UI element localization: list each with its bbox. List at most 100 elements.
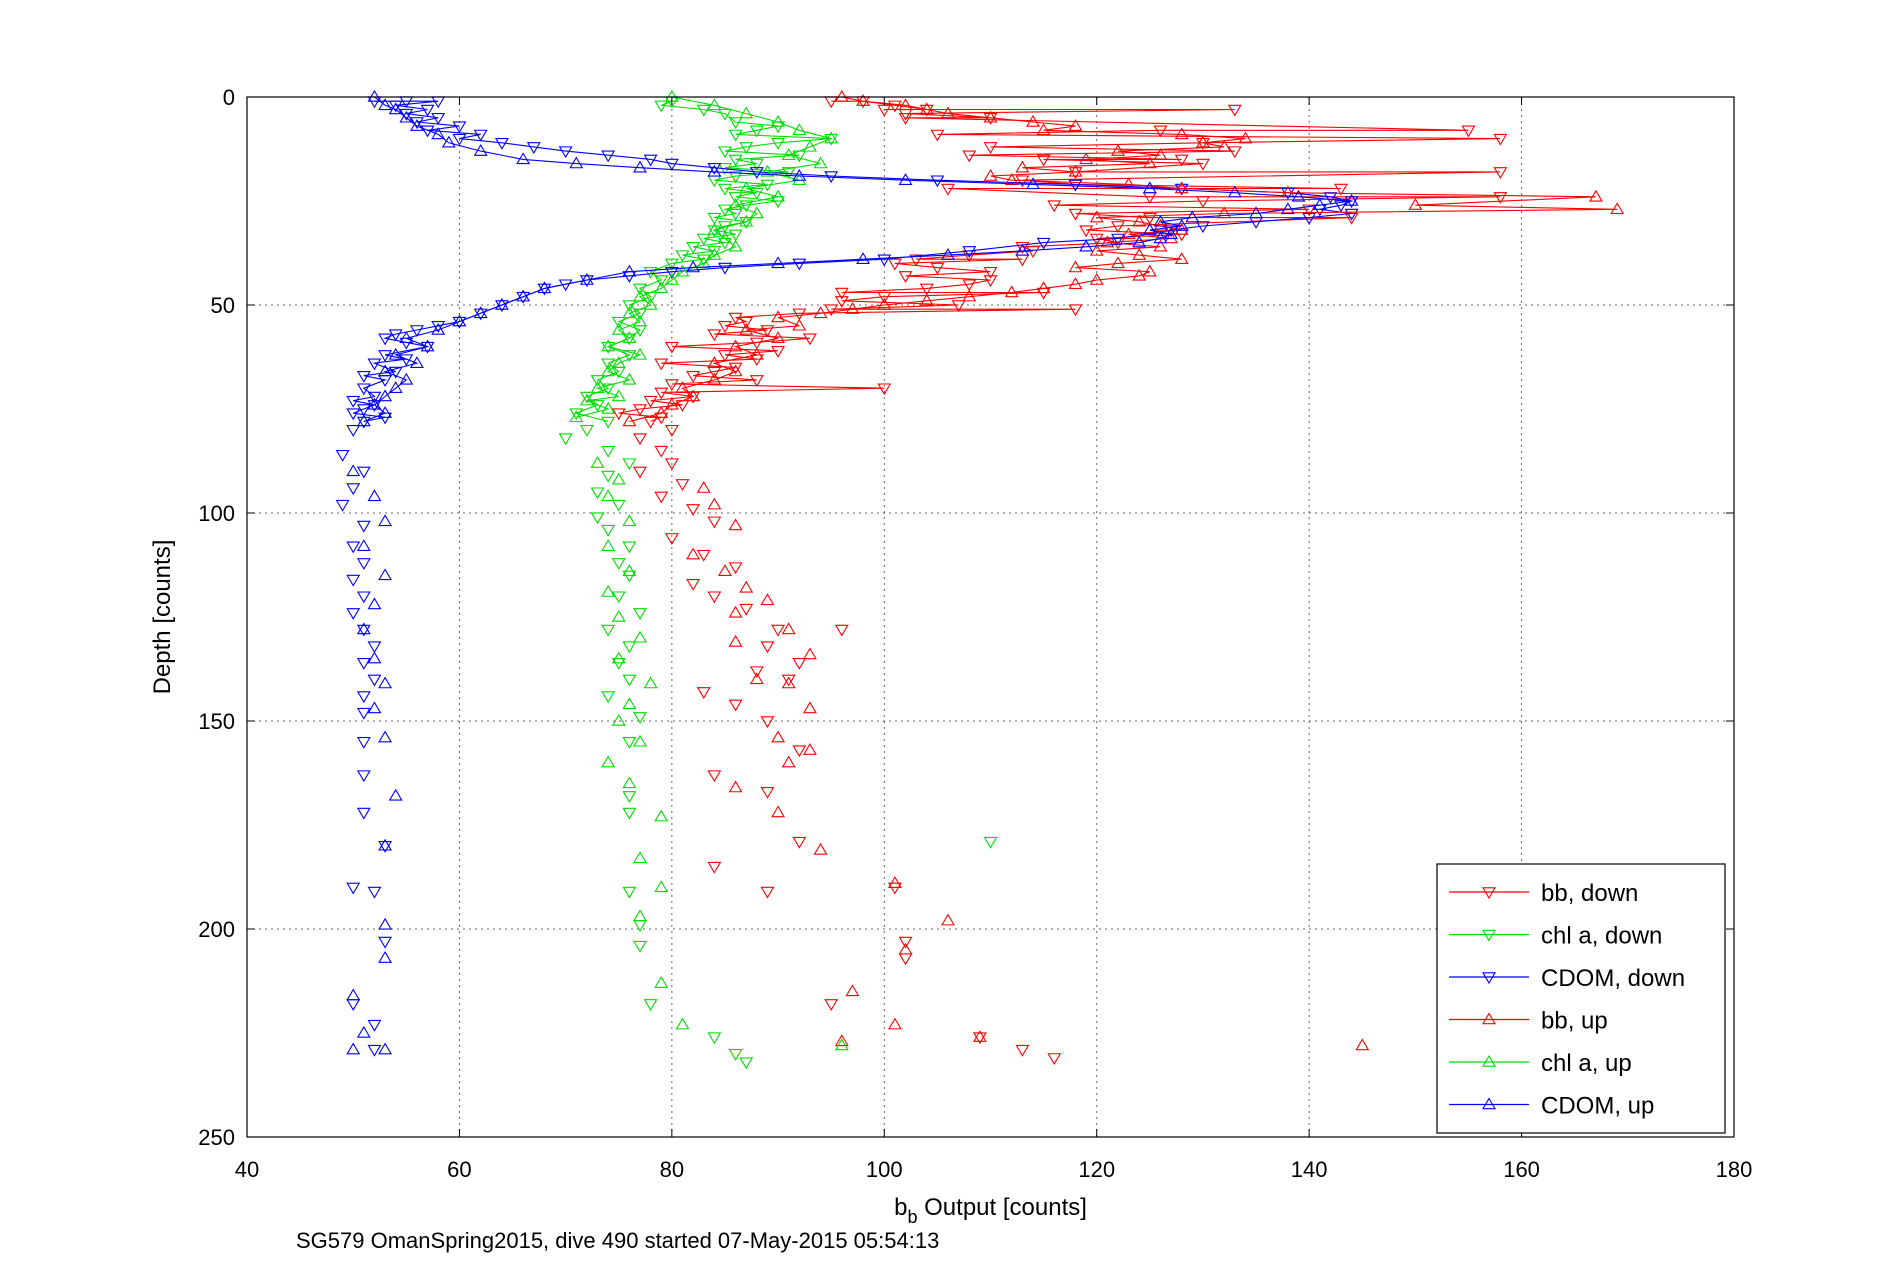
data-point bbox=[601, 524, 616, 537]
data-point bbox=[728, 154, 743, 167]
data-point bbox=[696, 254, 711, 267]
data-point bbox=[367, 597, 382, 610]
data-point bbox=[930, 129, 945, 142]
data-point bbox=[1036, 154, 1051, 167]
data-point bbox=[378, 917, 393, 930]
data-point bbox=[707, 212, 722, 225]
data-point bbox=[781, 755, 796, 768]
data-point bbox=[1132, 235, 1147, 248]
data-point bbox=[728, 192, 743, 204]
data-point bbox=[983, 836, 998, 849]
data-point bbox=[409, 325, 424, 338]
data-point bbox=[654, 445, 669, 458]
data-point bbox=[346, 425, 361, 437]
data-point bbox=[1344, 208, 1359, 221]
data-point bbox=[739, 181, 754, 194]
data-point bbox=[728, 339, 743, 352]
series-4 bbox=[569, 89, 849, 1051]
data-point bbox=[1355, 1038, 1370, 1051]
data-point bbox=[792, 168, 807, 181]
data-point bbox=[792, 258, 807, 271]
data-point bbox=[601, 691, 616, 704]
data-point bbox=[824, 304, 839, 317]
data-point bbox=[1238, 131, 1253, 144]
data-point bbox=[431, 127, 446, 140]
data-point bbox=[601, 364, 616, 377]
data-point bbox=[654, 100, 669, 113]
data-point bbox=[643, 416, 658, 429]
data-point bbox=[771, 310, 786, 323]
legend-marker bbox=[1482, 887, 1496, 900]
data-point bbox=[633, 909, 647, 922]
data-point bbox=[728, 171, 743, 184]
data-point bbox=[1142, 156, 1157, 169]
data-point bbox=[356, 404, 371, 417]
data-point bbox=[601, 150, 616, 163]
data-point bbox=[834, 296, 849, 308]
data-point bbox=[579, 391, 594, 404]
x-tick-label: 60 bbox=[447, 1157, 471, 1182]
data-point bbox=[845, 302, 860, 314]
data-point bbox=[898, 936, 913, 949]
data-point bbox=[622, 372, 637, 385]
data-point bbox=[696, 480, 711, 493]
data-point bbox=[1004, 285, 1019, 298]
data-point bbox=[792, 318, 807, 331]
data-point bbox=[1280, 202, 1295, 215]
data-point bbox=[707, 223, 722, 235]
data-point bbox=[409, 356, 424, 368]
data-point bbox=[983, 113, 998, 125]
data-point bbox=[739, 214, 754, 227]
data-point bbox=[856, 252, 871, 264]
data-point bbox=[749, 125, 764, 138]
data-point bbox=[643, 154, 658, 167]
data-point bbox=[983, 266, 998, 279]
data-point bbox=[707, 329, 722, 342]
data-point bbox=[1079, 239, 1094, 252]
data-point bbox=[601, 624, 616, 637]
data-point bbox=[813, 842, 828, 855]
data-point bbox=[399, 331, 414, 344]
data-point bbox=[983, 110, 998, 123]
data-point bbox=[1217, 206, 1232, 219]
data-point bbox=[622, 737, 637, 749]
data-point bbox=[951, 300, 966, 313]
data-point bbox=[378, 838, 393, 851]
data-point bbox=[1121, 177, 1136, 190]
data-point bbox=[1610, 202, 1625, 215]
data-point bbox=[728, 129, 743, 142]
data-point bbox=[887, 1017, 902, 1030]
data-point bbox=[749, 187, 764, 200]
data-point bbox=[707, 356, 722, 368]
ticks: 40 60 80 100 120 140 160 180 0 50 100 150 200 250 bbox=[198, 85, 1752, 1182]
data-point bbox=[1195, 196, 1210, 209]
data-point bbox=[569, 410, 584, 423]
data-point bbox=[877, 297, 892, 310]
data-point bbox=[378, 568, 393, 581]
data-point bbox=[1110, 143, 1125, 156]
data-point bbox=[356, 1025, 371, 1038]
data-point bbox=[941, 913, 955, 926]
data-point bbox=[696, 233, 711, 246]
data-point bbox=[792, 308, 807, 321]
data-point bbox=[1227, 185, 1242, 198]
data-point bbox=[654, 275, 669, 288]
data-point bbox=[919, 293, 934, 306]
data-point bbox=[983, 275, 998, 288]
data-point bbox=[420, 104, 435, 117]
data-point bbox=[771, 256, 786, 269]
data-point bbox=[622, 807, 637, 820]
data-point bbox=[356, 370, 371, 383]
data-point bbox=[675, 264, 690, 277]
series-1 bbox=[558, 96, 998, 1070]
data-point bbox=[1227, 104, 1242, 117]
data-point bbox=[962, 289, 977, 302]
data-point bbox=[601, 584, 616, 597]
data-point bbox=[388, 102, 403, 115]
y-axis-label: Depth [counts] bbox=[149, 540, 176, 695]
data-point bbox=[643, 297, 658, 310]
data-point bbox=[664, 458, 679, 471]
data-point bbox=[1132, 214, 1147, 227]
data-point bbox=[877, 254, 892, 267]
data-point bbox=[579, 393, 594, 406]
